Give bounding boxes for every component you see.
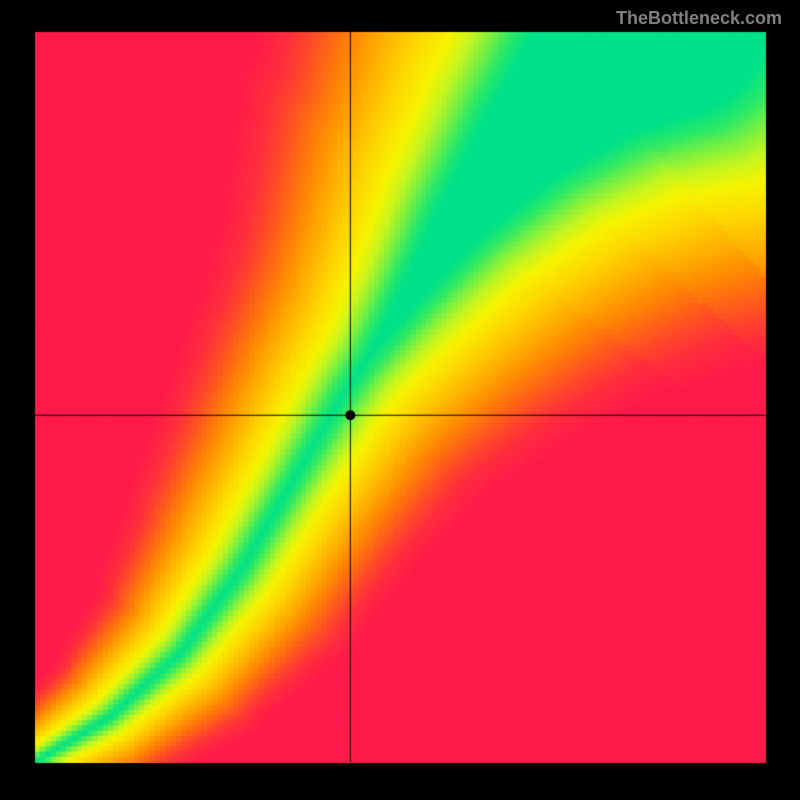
heatmap-canvas (0, 0, 800, 800)
watermark-text: TheBottleneck.com (616, 8, 782, 29)
chart-container: TheBottleneck.com (0, 0, 800, 800)
